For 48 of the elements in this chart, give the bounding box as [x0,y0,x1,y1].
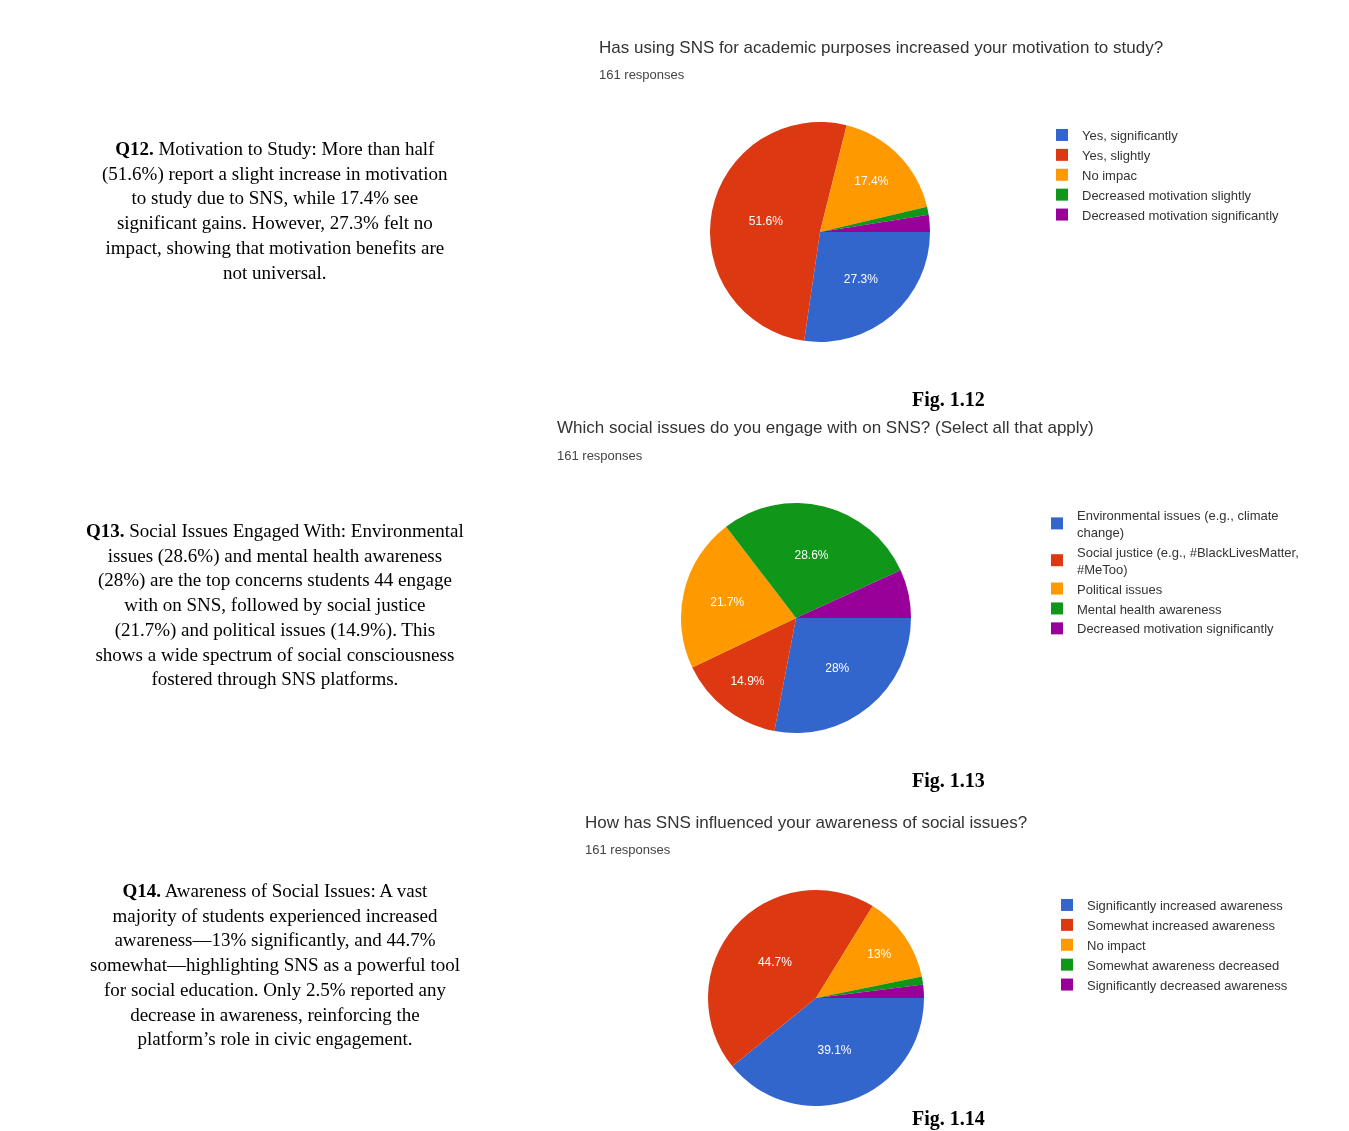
legend-label: Somewhat awareness decreased [1087,957,1287,973]
chart-title: How has SNS influenced your awareness of social issues? [585,813,1028,832]
data-label: 44.7% [757,955,793,970]
pie-slice [804,232,930,342]
legend-label: Yes, significantly [1082,128,1179,144]
data-label: 13% [867,946,892,961]
chart-subtitle: 161 responses [585,842,671,857]
data-label: 39.1% [817,1043,852,1058]
data-label: 51.6% [748,214,784,229]
caption: Fig. 1.13 [912,769,985,792]
data-label: 17.4% [854,174,889,189]
text: Q13. Social Issues Engaged With: Environmental issues (28.6%) and mental health awareness (28%) are the top concerns students 44 engage with on SNS, followed by social justice (21.7%) and political issues (14.9%). This shows a wide spectrum of social consciousness fostered through SNS platforms. [86,520,464,690]
pie-slice [732,998,924,1106]
legend-label: Significantly increased awareness [1087,898,1291,914]
legend-label: Decreased motivation significantly [1077,621,1278,637]
legend-label: Political issues [1077,581,1166,597]
legend-label: Social justice (e.g., #BlackLivesMatter, #MeToo) [1077,544,1299,577]
legend-label: No impact [1087,937,1153,953]
legend-label: Mental health awareness [1077,601,1226,617]
chart-subtitle: 161 responses [557,448,643,463]
legend-label: Somewhat increased awareness [1087,917,1283,933]
chart-title: Has using SNS for academic purposes increased your motivation to study? [599,38,1164,57]
chart-title: Which social issues do you engage with on SNS? (Select all that apply) [557,418,1094,437]
pie-slice [796,570,911,618]
legend-label: Environmental issues (e.g., climate change) [1077,508,1279,540]
pie-slice [820,125,928,232]
legend-label: No impac [1082,167,1138,183]
text: Q12. Motivation to Study: More than half (51.6%) report a slight increase in motivation to study due to SNS, while 17.4% see significant gains. However, 27.3% felt no impact, showing that motivation benefits are not universal. [102,138,449,283]
pie-slice [681,526,796,668]
pie-slice [692,618,796,731]
pie-slice [820,214,930,232]
data-label: 14.9% [730,673,765,688]
text: Q14. Awareness of Social Issues: A vast majority of students experienced increased awareness—13% significantly, and 44.7% somewhat—highlighting SNS as a powerful tool for social education. Only 2.5% reported any decrease in awareness, reinforcing the platform’s role in civic engagement. [90,880,460,1050]
pie-slice [774,618,911,733]
legend-label: Significantly decreased awareness [1087,977,1295,993]
data-label: 27.3% [843,272,879,287]
caption: Fig. 1.14 [912,1107,985,1130]
data-label: 28.6% [794,548,829,563]
caption: Fig. 1.12 [912,388,985,411]
legend-label: Decreased motivation significantly [1082,207,1280,223]
pie-slice [816,906,922,998]
legend-label: Decreased motivation slightly [1082,187,1252,203]
chart-subtitle: 161 responses [599,67,685,82]
data-label: 28% [825,661,850,676]
data-label: 21.7% [710,594,745,609]
pie-slice [816,976,924,998]
legend-label: Yes, slightly [1082,147,1151,163]
pie-slice [820,206,929,232]
